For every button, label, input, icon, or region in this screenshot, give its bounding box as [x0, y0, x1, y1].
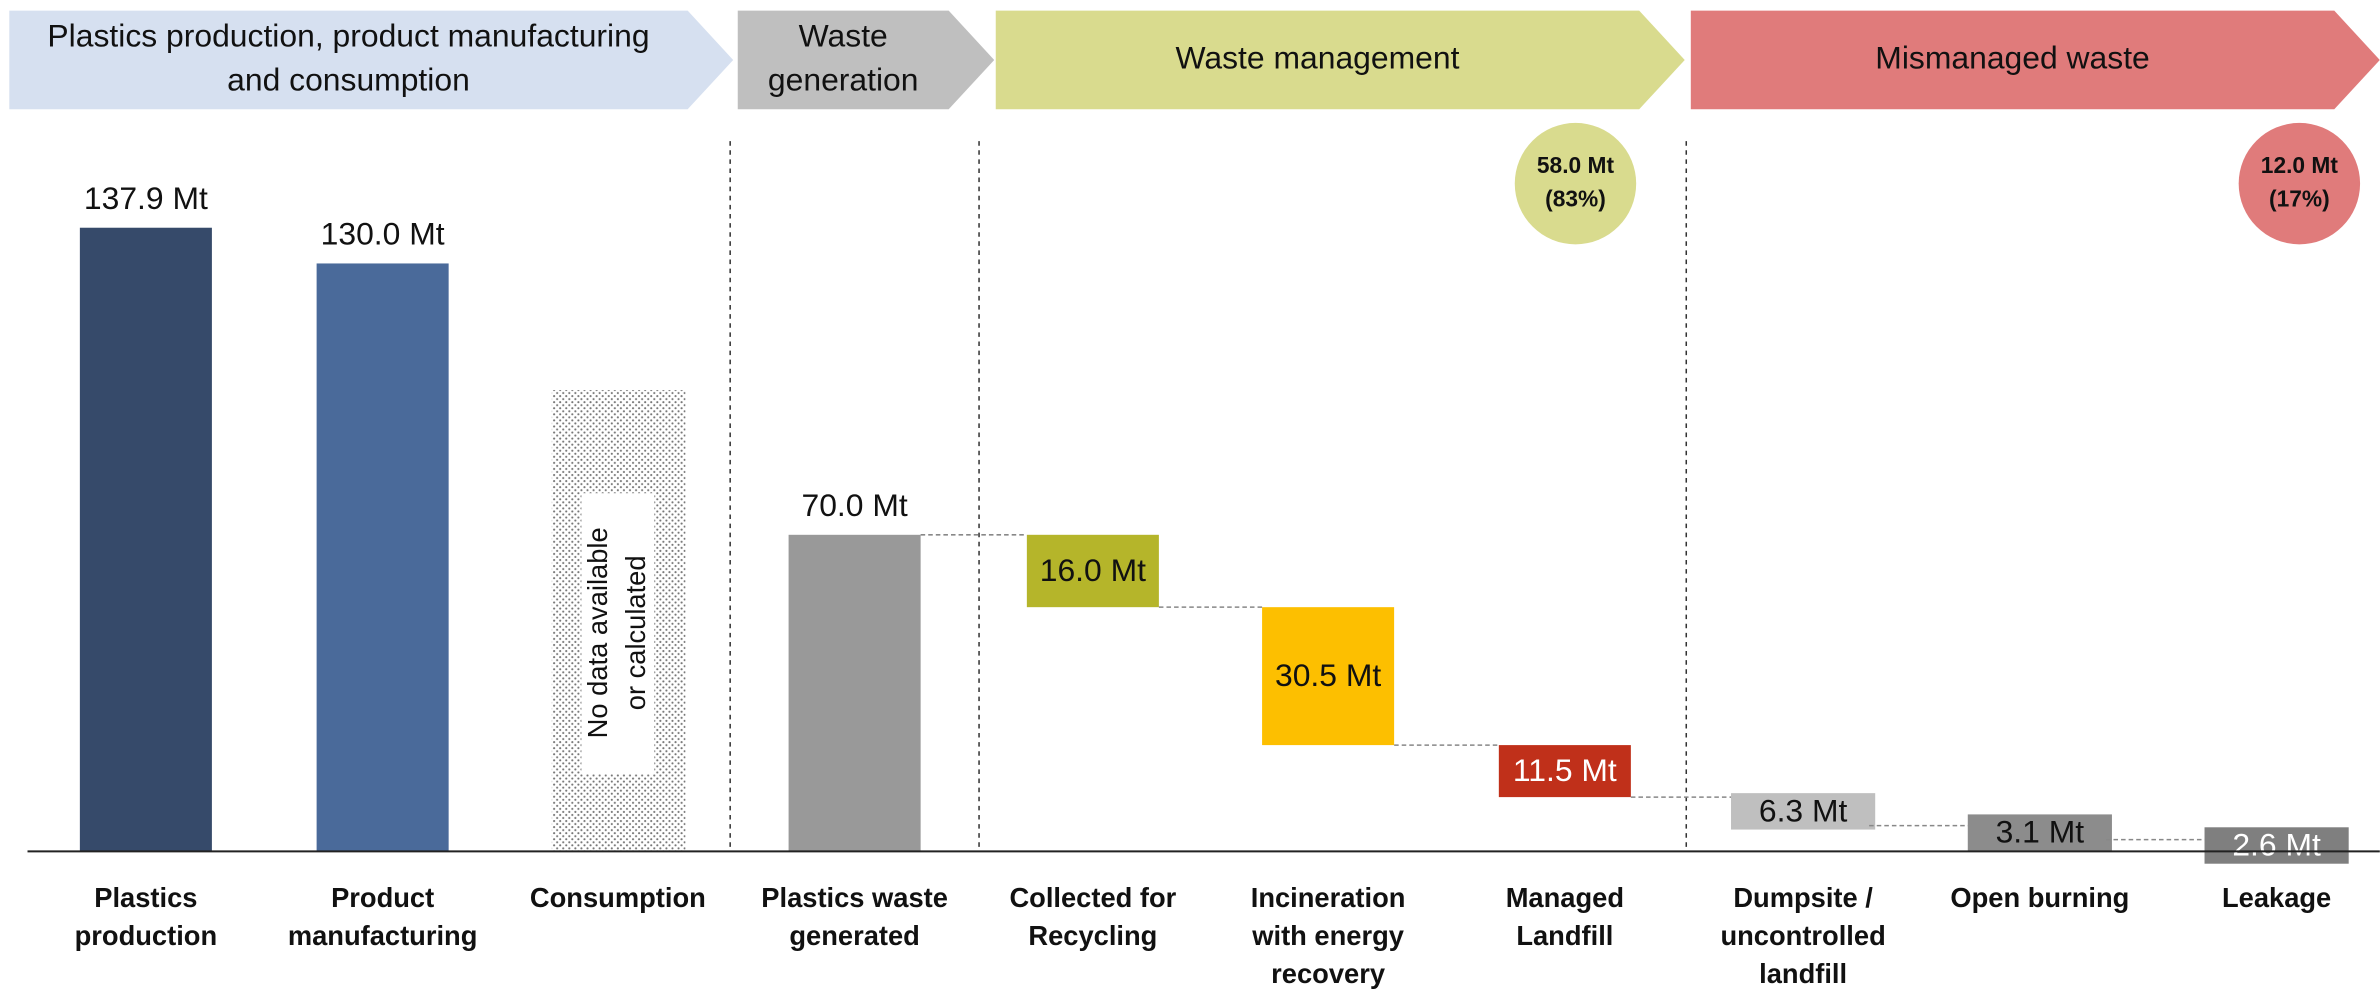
value-label: 2.6 Mt	[2232, 826, 2321, 862]
value-label: 16.0 Mt	[1040, 552, 1146, 588]
x-tick-label: Consumption	[530, 882, 706, 913]
header-arrow	[9, 10, 734, 110]
bar	[1731, 793, 1876, 830]
total-circle	[1514, 122, 1637, 245]
header-arrow	[737, 10, 995, 110]
x-tick-label: recovery	[1271, 958, 1386, 989]
x-tick-label: with energy	[1251, 920, 1404, 951]
no-data-label-bg	[581, 493, 655, 774]
no-data-note: No data available	[582, 527, 613, 738]
bar	[1498, 745, 1631, 798]
x-tick-label: Collected for	[1009, 882, 1176, 913]
value-label: 11.5 Mt	[1513, 752, 1617, 788]
value-label: 70.0 Mt	[801, 487, 907, 523]
x-tick-label: Product	[331, 882, 434, 913]
x-tick-label: Plastics	[94, 882, 197, 913]
x-tick-label: Dumpsite /	[1733, 882, 1873, 913]
value-label: 130.0 Mt	[321, 216, 445, 252]
total-circle	[2238, 122, 2361, 245]
header-arrow	[1690, 10, 2380, 110]
total-label: 12.0 Mt	[2261, 152, 2339, 178]
bar	[316, 263, 449, 852]
bar	[2204, 827, 2349, 864]
header-label: Waste management	[1176, 39, 1460, 75]
x-tick-label: generated	[789, 920, 919, 951]
value-label: 3.1 Mt	[1996, 814, 2085, 850]
header-arrow	[995, 10, 1685, 110]
bar	[1026, 534, 1159, 608]
value-label: 6.3 Mt	[1759, 792, 1848, 828]
x-tick-label: production	[75, 920, 218, 951]
total-label: (17%)	[2269, 185, 2330, 211]
x-tick-label: uncontrolled	[1720, 920, 1885, 951]
x-tick-label: landfill	[1759, 958, 1847, 989]
x-tick-label: manufacturing	[288, 920, 478, 951]
bar	[788, 534, 921, 852]
bar	[1262, 607, 1395, 746]
header-label: generation	[768, 61, 919, 97]
header-label: Waste	[799, 17, 888, 53]
header-label: and consumption	[227, 61, 470, 97]
header-label: Plastics production, product manufacturi…	[47, 17, 649, 53]
x-tick-label: Recycling	[1028, 920, 1157, 951]
value-label: 137.9 Mt	[84, 180, 208, 216]
x-tick-label: Incineration	[1251, 882, 1406, 913]
no-data-note: or calculated	[620, 555, 651, 710]
total-label: (83%)	[1545, 185, 1606, 211]
x-tick-label: Leakage	[2222, 882, 2331, 913]
x-tick-label: Landfill	[1516, 920, 1613, 951]
x-tick-label: Open burning	[1950, 882, 2129, 913]
bar	[1967, 814, 2112, 851]
total-label: 58.0 Mt	[1537, 152, 1615, 178]
value-label: 30.5 Mt	[1275, 657, 1381, 693]
header-label: Mismanaged waste	[1875, 39, 2149, 75]
x-tick-label: Plastics waste	[761, 882, 948, 913]
x-tick-label: Managed	[1506, 882, 1624, 913]
bar	[79, 227, 212, 852]
